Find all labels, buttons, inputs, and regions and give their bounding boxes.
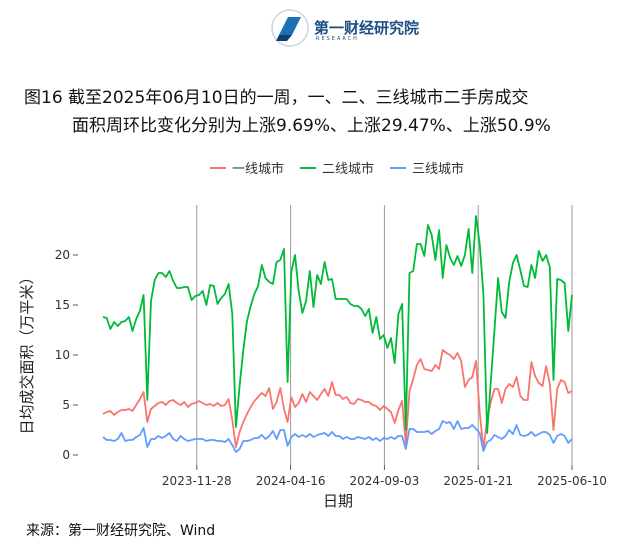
x-axis: 2023-11-28 2024-04-16 2024-09-03 2025-01-21… bbox=[162, 465, 607, 488]
series-line-2 bbox=[102, 215, 573, 434]
source-note: 来源：第一财经研究院、Wind bbox=[26, 523, 216, 539]
y-tick-label: 5 bbox=[62, 398, 70, 412]
y-tick-label: 10 bbox=[55, 348, 70, 362]
y-tick-label: 20 bbox=[55, 248, 70, 262]
series-line-3 bbox=[102, 420, 573, 453]
x-tick-label: 2025-06-10 bbox=[537, 474, 607, 488]
legend-label-1: 一线城市 bbox=[232, 161, 284, 177]
legend-label-3: 三线城市 bbox=[412, 161, 464, 177]
logo-subtext: RESEARCH bbox=[316, 36, 359, 42]
x-tick-label: 2025-01-21 bbox=[443, 474, 513, 488]
series-line-1 bbox=[102, 349, 573, 450]
x-tick-label: 2024-09-03 bbox=[350, 474, 420, 488]
x-tick-label: 2024-04-16 bbox=[256, 474, 326, 488]
figure-title-line1: 图16 截至2025年06月10日的一周，一、二、三线城市二手房成交 bbox=[24, 88, 529, 108]
legend-label-2: 二线城市 bbox=[322, 161, 374, 177]
x-tick-label: 2023-11-28 bbox=[162, 474, 232, 488]
plot-area bbox=[102, 205, 573, 465]
logo-mark-icon bbox=[271, 9, 309, 47]
x-axis-label: 日期 bbox=[323, 492, 353, 510]
logo-text: 第一财经研究院 bbox=[314, 19, 420, 37]
chart-legend: 一线城市 二线城市 三线城市 bbox=[210, 161, 464, 177]
y-tick-label: 0 bbox=[62, 448, 70, 462]
figure-title-line2: 面积周环比变化分别为上涨9.69%、上涨29.47%、上涨50.9% bbox=[72, 116, 551, 136]
y-axis-label: 日均成交面积（万平米） bbox=[18, 269, 36, 434]
line-chart: 一线城市 二线城市 三线城市 0 5 10 15 20 2023-11-28 2024-04-… bbox=[18, 161, 607, 510]
y-tick-label: 15 bbox=[55, 298, 70, 312]
logo: 第一财经研究院 RESEARCH bbox=[270, 8, 419, 48]
y-axis: 0 5 10 15 20 bbox=[55, 248, 78, 462]
